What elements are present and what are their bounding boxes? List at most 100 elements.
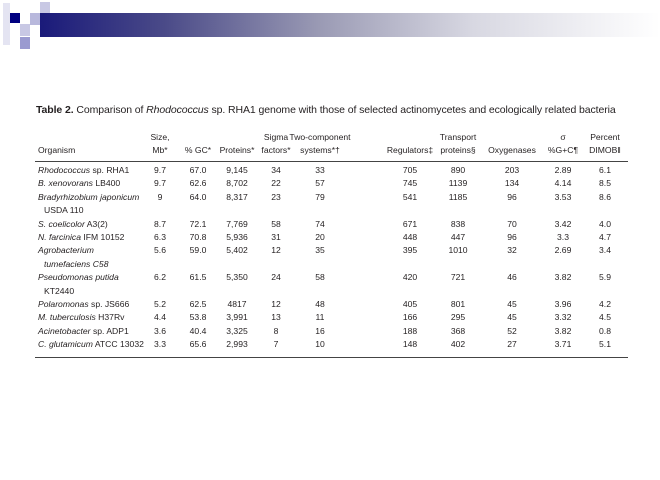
table-cell: 34 (271, 165, 281, 175)
organism-name: Pseudomonas putida (38, 272, 119, 283)
caption-text-rest: sp. RHA1 genome with those of selected a… (208, 104, 616, 116)
decor-square (30, 13, 40, 25)
table-cell: 20 (315, 232, 325, 242)
table-cell: 2,993 (226, 339, 248, 350)
table-cell: 447 (450, 232, 466, 242)
table-cell: 838 (450, 218, 466, 229)
column-header-line1: Size, (150, 132, 170, 142)
table-cell: 4817 (227, 299, 247, 309)
title-gradient-bar (40, 13, 660, 37)
table-cell: 10 (315, 339, 325, 350)
table-cell: 32 (507, 245, 517, 256)
organism-name: Polaromonas sp. JS666 (38, 299, 129, 310)
organism-strain: H37Rv (95, 312, 125, 323)
table-cell: 1185 (448, 191, 468, 202)
table-cell: 35 (315, 245, 325, 256)
table-cell: 61.5 (189, 272, 207, 283)
table-cell: 3.3 (154, 339, 166, 350)
table-cell: 58 (271, 218, 281, 229)
organism-name-line2: USDA 110 (44, 205, 84, 216)
table-cell: 16 (315, 325, 325, 336)
table-cell: 9,145 (226, 165, 248, 175)
organism-name: B. xenovorans LB400 (38, 178, 120, 189)
column-header-line2: systems*† (300, 145, 340, 155)
organism-name: Agrobacterium (38, 245, 94, 256)
table-cell: 79 (315, 191, 325, 202)
decor-square (10, 13, 20, 23)
table-cell: 8.7 (154, 218, 166, 229)
table-cell: 9 (157, 191, 163, 202)
decor-square (3, 3, 10, 45)
organism-name: Rhodococcus sp. RHA1 (38, 165, 129, 176)
table-cell: 5.9 (599, 272, 611, 283)
table-cell: 64.0 (189, 191, 207, 202)
organism-name: Bradyrhizobium japonicum (38, 192, 139, 203)
header-rule (35, 161, 628, 162)
table-cell: 3.53 (554, 191, 572, 202)
column-header-line2: Regulators‡ (386, 145, 434, 155)
table-cell: 13 (271, 312, 281, 323)
table-cell: 96 (507, 191, 517, 202)
caption-text: Comparison of (76, 104, 147, 116)
table-cell: 8,702 (226, 178, 248, 189)
caption-italic: Rhodococcus (146, 104, 209, 116)
column-header-line2: Proteins* (219, 145, 255, 155)
table-cell: 801 (450, 299, 466, 309)
table-cell: 3.96 (554, 299, 572, 309)
organism-genus: Rhodococcus (38, 165, 91, 175)
table-cell: 5,402 (226, 245, 248, 256)
organism-genus: Pseudomonas putida (38, 272, 119, 283)
organism-genus: Agrobacterium (38, 245, 94, 256)
table-cell: 3,991 (226, 312, 248, 323)
table-cell: 671 (402, 218, 418, 229)
table-cell: 3.3 (557, 232, 569, 242)
table-cell: 8 (273, 325, 279, 336)
table-cell: 70.8 (189, 232, 207, 242)
table-caption: Table 2. Comparison of Rhodococcus sp. R… (36, 104, 616, 116)
column-header-line1: σ (560, 132, 566, 142)
organism-strain: ATCC 13032 (92, 339, 144, 350)
table-cell: 405 (402, 299, 418, 309)
table-cell: 721 (450, 272, 466, 283)
organism-name: N. farcinica IFM 10152 (38, 232, 124, 243)
table-cell: 62.5 (189, 299, 207, 309)
table-cell: 6.3 (154, 232, 166, 242)
table-cell: 3.42 (554, 218, 572, 229)
organism-name: S. coelicolor A3(2) (38, 219, 108, 230)
table-cell: 3.82 (554, 272, 572, 283)
table-cell: 6.2 (154, 272, 166, 283)
table-cell: 2.89 (554, 165, 572, 175)
column-header-line1: Sigma (263, 132, 289, 142)
organism-name: C. glutamicum ATCC 13032 (38, 339, 144, 350)
table-cell: 45 (507, 299, 517, 309)
table-cell: 3.6 (154, 325, 166, 336)
column-header-line1: Transport (439, 132, 477, 142)
organism-strain: IFM 10152 (80, 232, 125, 242)
table-cell: 7,769 (226, 218, 248, 229)
table-cell: 65.6 (189, 339, 207, 350)
organism-genus: N. farcinica (38, 232, 81, 242)
table-cell: 96 (507, 232, 517, 242)
table-cell: 53.8 (189, 312, 207, 323)
organism-genus: B. xenovorans (38, 178, 93, 189)
table-cell: 11 (315, 312, 325, 323)
table-cell: 7 (273, 339, 279, 350)
table-cell: 8.6 (599, 191, 611, 202)
column-header-line1: Two-component (289, 132, 351, 142)
table-cell: 12 (271, 299, 281, 309)
organism-genus: Acinetobacter (38, 325, 91, 336)
table-cell: 59.0 (189, 245, 207, 256)
table-cell: 46 (507, 272, 517, 283)
table-cell: 5,936 (226, 232, 248, 242)
table-cell: 890 (450, 165, 466, 175)
table-cell: 134 (504, 178, 520, 189)
table-cell: 5.6 (154, 245, 166, 256)
column-header-line2: Organism (38, 145, 76, 155)
table-cell: 368 (450, 325, 466, 336)
decor-square (40, 2, 50, 13)
organism-strain: LB400 (92, 178, 121, 189)
table-cell: 62.6 (189, 178, 207, 189)
table-cell: 2.69 (554, 245, 572, 256)
table-cell: 188 (402, 325, 418, 336)
